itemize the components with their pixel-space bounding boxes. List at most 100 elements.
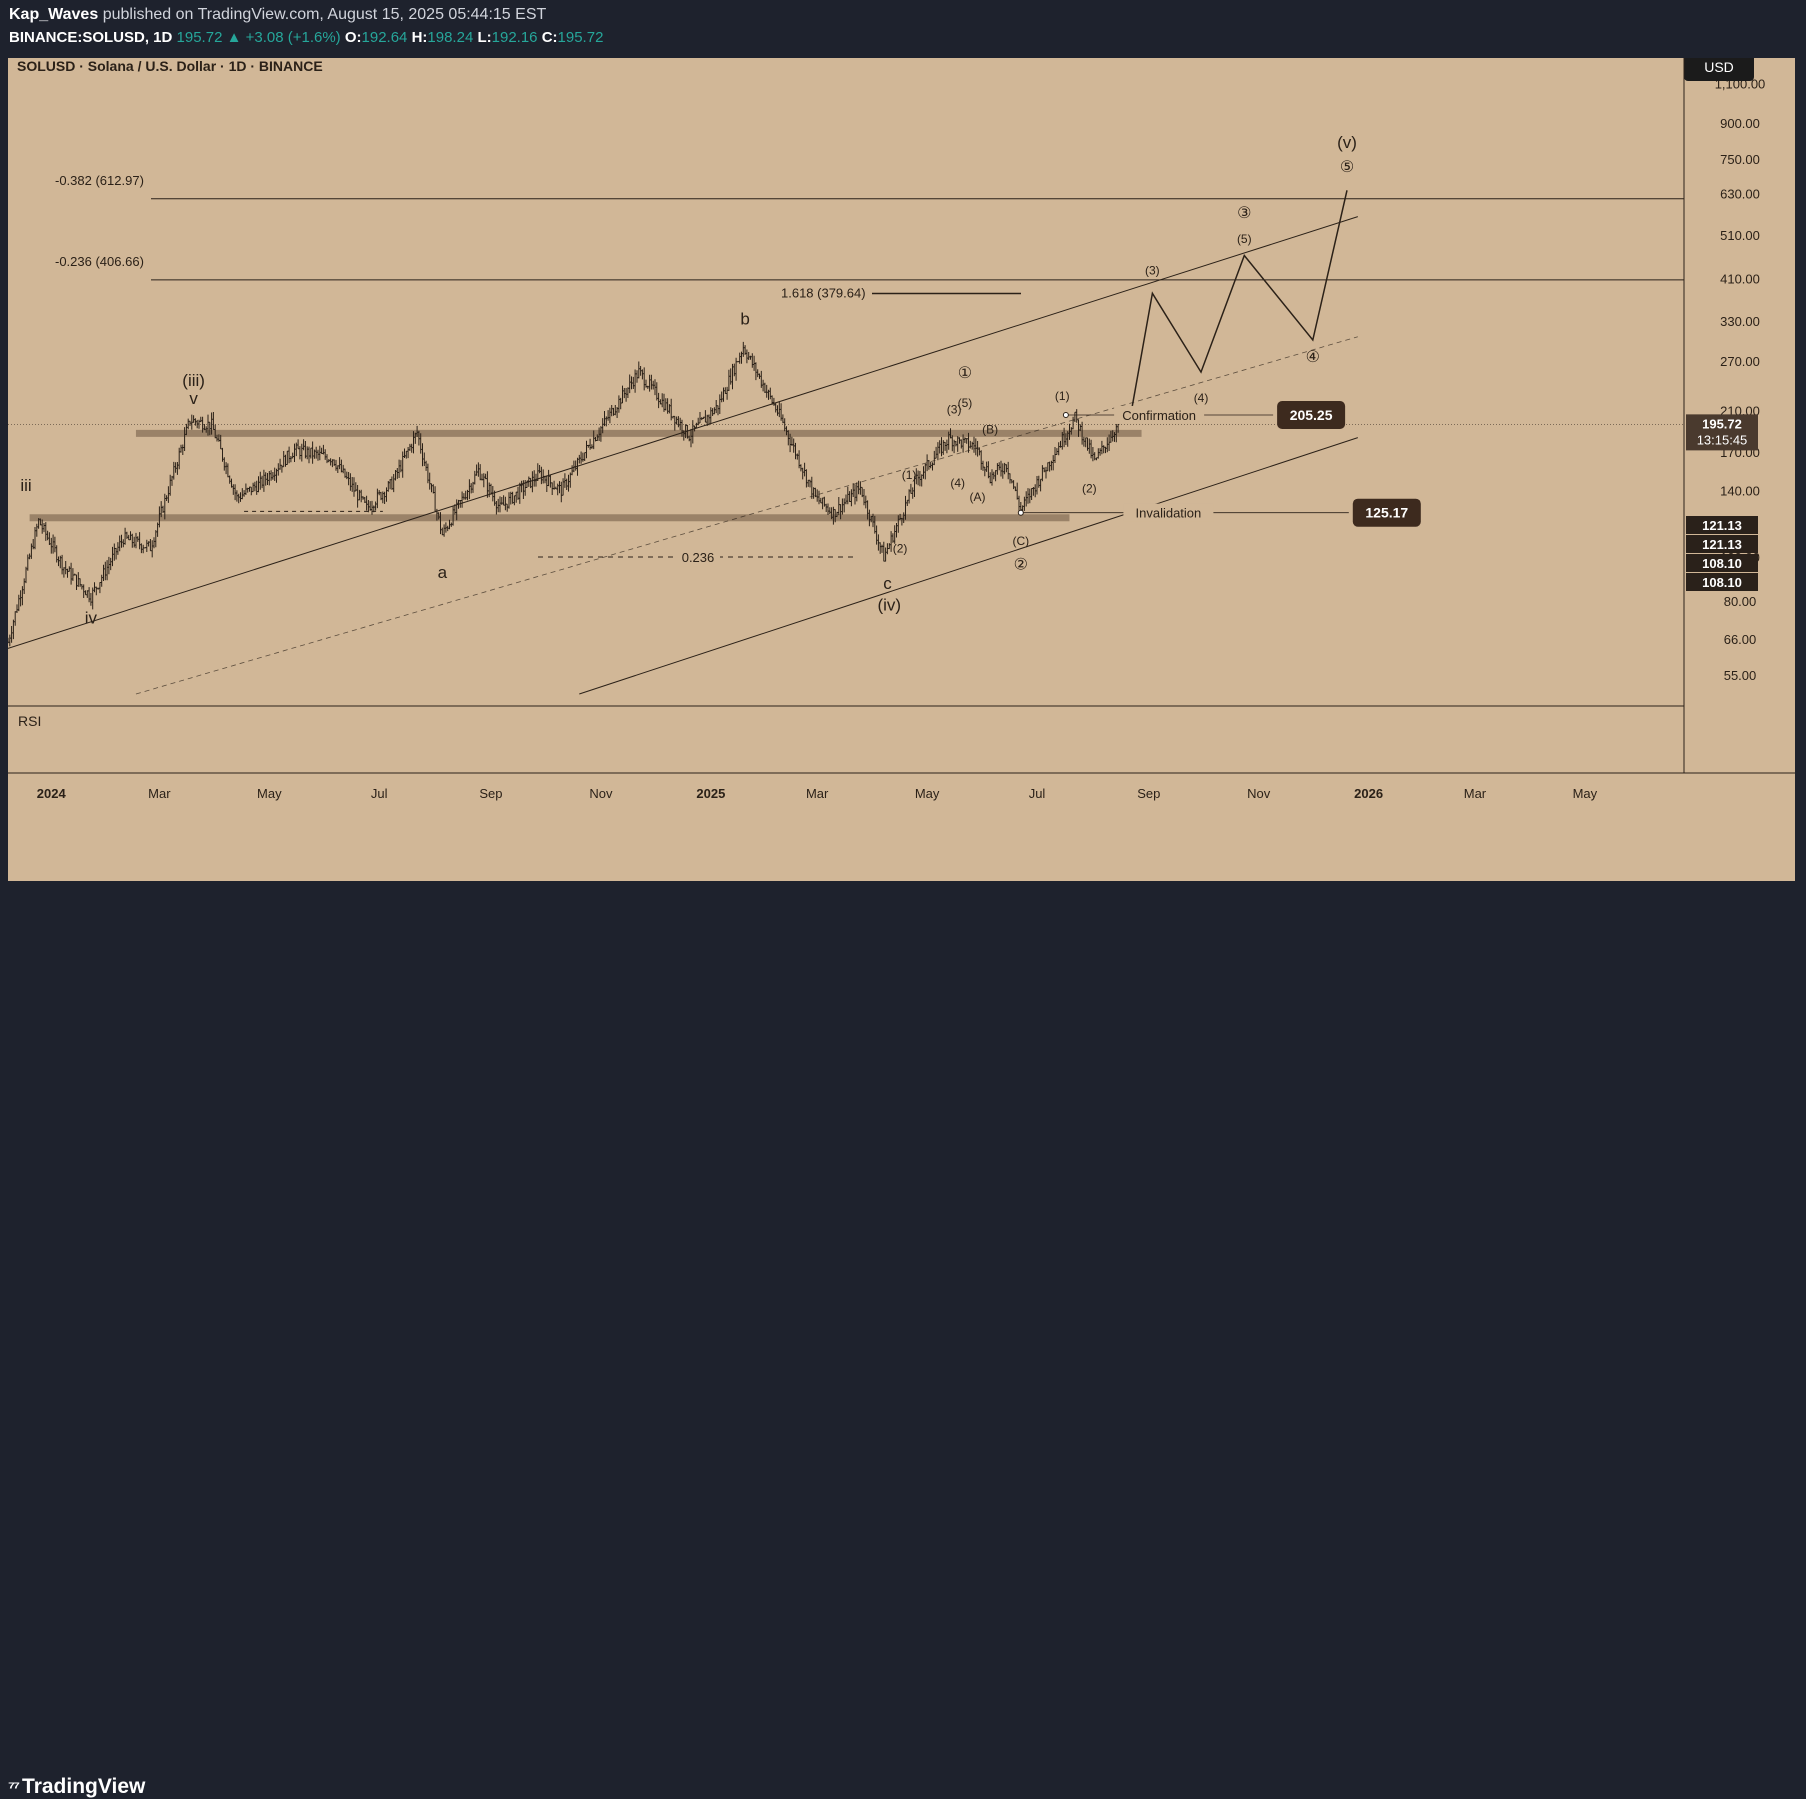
wave-label: (5) <box>958 396 973 410</box>
wave-label: c <box>883 574 892 593</box>
wave-label: (C) <box>1012 534 1029 548</box>
invalidation-value-bg <box>1352 498 1421 527</box>
tradingview-logo[interactable]: ⁷⁷ TradingView <box>8 1775 145 1799</box>
symbol-interval[interactable]: BINANCE:SOLUSD, 1D <box>9 29 173 46</box>
last-price-tag: 195.72 <box>1702 416 1742 431</box>
fib-level-label: -0.382 (612.97) <box>55 173 144 188</box>
invalidation-value: 125.17 <box>1365 505 1408 521</box>
confirmation-value: 205.25 <box>1290 407 1333 423</box>
invalidation-label: Invalidation <box>1136 506 1202 521</box>
wave-label: iv <box>85 609 98 628</box>
close-label: C: <box>541 29 558 46</box>
price-tick-label: 750.00 <box>1720 152 1760 167</box>
open-value: 192.64 <box>361 29 408 46</box>
time-tick-label: Nov <box>1247 786 1271 801</box>
time-tick-label: Jul <box>371 786 388 801</box>
open-label: O: <box>344 29 362 46</box>
time-scale: 2024 Mar May Jul Sep Nov 2025 Mar May Jul Sep Nov 20… <box>37 786 1598 801</box>
publish-line: Kap_Waves published on TradingView.com, … <box>9 6 546 24</box>
price-tag: 108.10 <box>1702 556 1742 571</box>
fib-extension-label: 1.618 (379.64) <box>781 285 866 300</box>
confirmation-anchor <box>1062 411 1069 418</box>
price-tag-bg <box>1686 554 1758 572</box>
wave-projection <box>1117 190 1348 426</box>
time-tick-label: Sep <box>1137 786 1160 801</box>
time-tick-label: May <box>915 786 940 801</box>
price-bars <box>6 341 1684 647</box>
wave-label: b <box>740 309 749 328</box>
time-tick-label: 2026 <box>1354 786 1383 801</box>
wave-label: (A) <box>970 490 986 504</box>
time-tick-label: 2024 <box>37 786 67 801</box>
wave-label: (2) <box>1082 481 1097 495</box>
price-tick-label: 66.00 <box>1724 632 1757 647</box>
tradingview-logo-icon: ⁷⁷ <box>8 1778 20 1797</box>
wave-label: ④ <box>1306 349 1320 366</box>
price-chart[interactable]: -0.382 (612.97) -0.236 (406.66) 1.618 (379… <box>6 53 1795 881</box>
price-tick-label: 630.00 <box>1720 186 1760 201</box>
time-tick-label: Nov <box>589 786 613 801</box>
publish-header: Kap_Waves published on TradingView.com, … <box>0 0 1806 58</box>
wave-label: (1) <box>1055 389 1070 403</box>
countdown-tag: 13:15:45 <box>1697 432 1748 447</box>
currency-button-bg[interactable] <box>1684 53 1754 81</box>
time-tick-label: Mar <box>148 786 171 801</box>
price-tick-label: 140.00 <box>1720 484 1760 499</box>
price-tag: 121.13 <box>1702 518 1742 533</box>
price-tick-label: 900.00 <box>1720 116 1760 131</box>
trade-markers: Confirmation 205.25 Invalidation 125.17 <box>1017 400 1421 527</box>
close-value: 195.72 <box>557 29 604 46</box>
chart-area[interactable]: -0.382 (612.97) -0.236 (406.66) 1.618 (379… <box>6 53 1795 881</box>
wave-label: (3) <box>947 403 962 417</box>
price-tick-label: 80.00 <box>1724 594 1757 609</box>
price-tick-label: 330.00 <box>1720 314 1760 329</box>
time-tick-label: May <box>257 786 282 801</box>
wave-label: iii <box>20 476 31 495</box>
tradingview-logo-text: TradingView <box>22 1775 146 1798</box>
wave-label: a <box>438 563 448 582</box>
price-scale: 1,100.00900.00750.00630.00510.00410.0033… <box>1686 76 1765 683</box>
author-name[interactable]: Kap_Waves <box>9 6 99 23</box>
last-price-tag-bg <box>1686 414 1758 451</box>
fib-retrace-label-bg <box>676 548 720 567</box>
wave-label: v <box>189 389 198 408</box>
low-value: 192.16 <box>491 29 538 46</box>
rsi-label[interactable]: RSI <box>18 713 41 729</box>
wave-label: ⑤ <box>1340 159 1354 176</box>
time-tick-label: Mar <box>1464 786 1487 801</box>
wave-label: (4) <box>950 476 965 490</box>
currency-button-label[interactable]: USD <box>1704 59 1734 75</box>
support-zone <box>135 429 1142 437</box>
confirmation-value-bg <box>1277 400 1346 429</box>
wave-label: (v) <box>1337 133 1357 152</box>
time-tick-label: May <box>1573 786 1598 801</box>
time-tick-label: Mar <box>806 786 829 801</box>
price-tick-label: 55.00 <box>1724 668 1757 683</box>
time-tick-label: 2025 <box>696 786 725 801</box>
fib-level-label: -0.236 (406.66) <box>55 254 144 269</box>
price-tag: 108.10 <box>1702 575 1742 590</box>
projection-path <box>1117 190 1348 426</box>
price-change: ▲ +3.08 (+1.6%) <box>226 29 341 46</box>
confirmation-label: Confirmation <box>1122 408 1196 423</box>
high-label: H: <box>411 29 428 46</box>
price-tag-bg <box>1686 535 1758 553</box>
wave-label: ① <box>958 365 972 382</box>
currency-button[interactable]: USD <box>1684 53 1754 81</box>
quote-line: BINANCE:SOLUSD, 1D 195.72 ▲ +3.08 (+1.6%… <box>9 29 603 46</box>
price-tick-label: 510.00 <box>1720 228 1760 243</box>
invalidation-label-bg <box>1123 503 1214 522</box>
channel-line <box>579 437 1358 695</box>
footer: ⁷⁷ TradingView <box>0 881 1806 1798</box>
level-lines: -0.382 (612.97) -0.236 (406.66) 1.618 (379… <box>55 173 1684 567</box>
wave-label: ② <box>1014 556 1028 573</box>
wave-label: (4) <box>1194 391 1209 405</box>
trend-channel <box>7 216 1358 695</box>
time-tick-label: Jul <box>1029 786 1046 801</box>
invalidation-anchor <box>1017 509 1024 516</box>
price-tag-bg <box>1686 573 1758 591</box>
wave-label: (3) <box>1145 263 1160 277</box>
low-label: L: <box>477 29 492 46</box>
price-tag-bg <box>1686 516 1758 534</box>
wave-label: (iv) <box>877 596 901 615</box>
